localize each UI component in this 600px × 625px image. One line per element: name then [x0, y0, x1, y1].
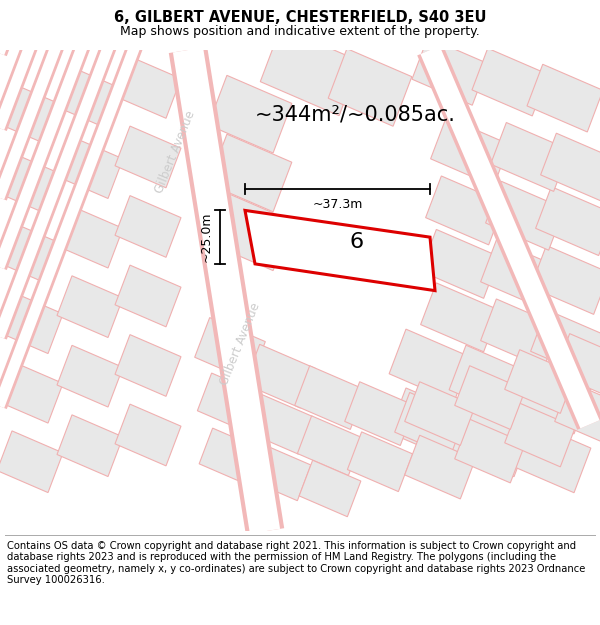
- Polygon shape: [389, 329, 471, 402]
- Text: Contains OS data © Crown copyright and database right 2021. This information is : Contains OS data © Crown copyright and d…: [7, 541, 586, 586]
- Text: Gilbert Avenue: Gilbert Avenue: [152, 108, 197, 195]
- Polygon shape: [421, 229, 499, 298]
- Polygon shape: [0, 361, 63, 423]
- Polygon shape: [328, 49, 412, 126]
- Polygon shape: [115, 126, 181, 188]
- Polygon shape: [0, 222, 63, 284]
- Polygon shape: [57, 415, 123, 476]
- Polygon shape: [455, 366, 526, 429]
- Polygon shape: [115, 265, 181, 327]
- Text: Gilbert Avenue: Gilbert Avenue: [218, 301, 262, 388]
- Polygon shape: [0, 292, 63, 354]
- Polygon shape: [421, 283, 499, 352]
- Polygon shape: [245, 211, 435, 291]
- Text: ~37.3m: ~37.3m: [313, 198, 362, 211]
- Polygon shape: [57, 68, 123, 129]
- Polygon shape: [194, 318, 265, 381]
- Polygon shape: [57, 276, 123, 338]
- Polygon shape: [530, 246, 600, 314]
- Text: ~25.0m: ~25.0m: [200, 212, 213, 262]
- Polygon shape: [0, 153, 63, 214]
- Polygon shape: [115, 196, 181, 258]
- Polygon shape: [404, 435, 475, 499]
- Text: 6, GILBERT AVENUE, CHESTERFIELD, S40 3EU: 6, GILBERT AVENUE, CHESTERFIELD, S40 3EU: [114, 10, 486, 25]
- Polygon shape: [505, 349, 575, 413]
- Polygon shape: [57, 137, 123, 199]
- Polygon shape: [481, 299, 559, 368]
- Polygon shape: [449, 345, 531, 418]
- Polygon shape: [115, 334, 181, 396]
- Polygon shape: [505, 403, 575, 467]
- Text: Map shows position and indicative extent of the property.: Map shows position and indicative extent…: [120, 24, 480, 38]
- Polygon shape: [0, 83, 63, 145]
- Polygon shape: [208, 193, 292, 271]
- Polygon shape: [197, 373, 263, 432]
- Polygon shape: [509, 361, 591, 434]
- Polygon shape: [536, 187, 600, 256]
- Polygon shape: [208, 76, 292, 153]
- Text: 6: 6: [349, 232, 364, 252]
- Polygon shape: [527, 64, 600, 132]
- Polygon shape: [485, 181, 565, 250]
- Polygon shape: [481, 240, 559, 309]
- Polygon shape: [0, 431, 63, 492]
- Polygon shape: [491, 122, 569, 191]
- Polygon shape: [57, 346, 123, 407]
- Polygon shape: [425, 176, 505, 245]
- Polygon shape: [554, 382, 600, 446]
- Polygon shape: [115, 57, 181, 118]
- Polygon shape: [299, 460, 361, 517]
- Polygon shape: [344, 382, 415, 446]
- Polygon shape: [295, 366, 365, 429]
- Polygon shape: [404, 382, 475, 446]
- Polygon shape: [554, 334, 600, 398]
- Text: ~344m²/~0.085ac.: ~344m²/~0.085ac.: [254, 104, 455, 124]
- Polygon shape: [199, 428, 261, 484]
- Polygon shape: [389, 388, 471, 461]
- Polygon shape: [249, 444, 311, 501]
- Polygon shape: [509, 420, 591, 492]
- Polygon shape: [347, 432, 413, 492]
- Polygon shape: [455, 419, 526, 483]
- Polygon shape: [541, 133, 600, 202]
- Polygon shape: [472, 48, 548, 116]
- Polygon shape: [449, 404, 531, 477]
- Polygon shape: [395, 392, 466, 456]
- Polygon shape: [260, 27, 360, 116]
- Polygon shape: [245, 344, 316, 408]
- Polygon shape: [530, 309, 600, 379]
- Polygon shape: [298, 416, 362, 476]
- Polygon shape: [57, 206, 123, 268]
- Polygon shape: [247, 394, 313, 454]
- Polygon shape: [115, 404, 181, 466]
- Polygon shape: [208, 134, 292, 212]
- Polygon shape: [431, 117, 509, 186]
- Polygon shape: [412, 38, 488, 105]
